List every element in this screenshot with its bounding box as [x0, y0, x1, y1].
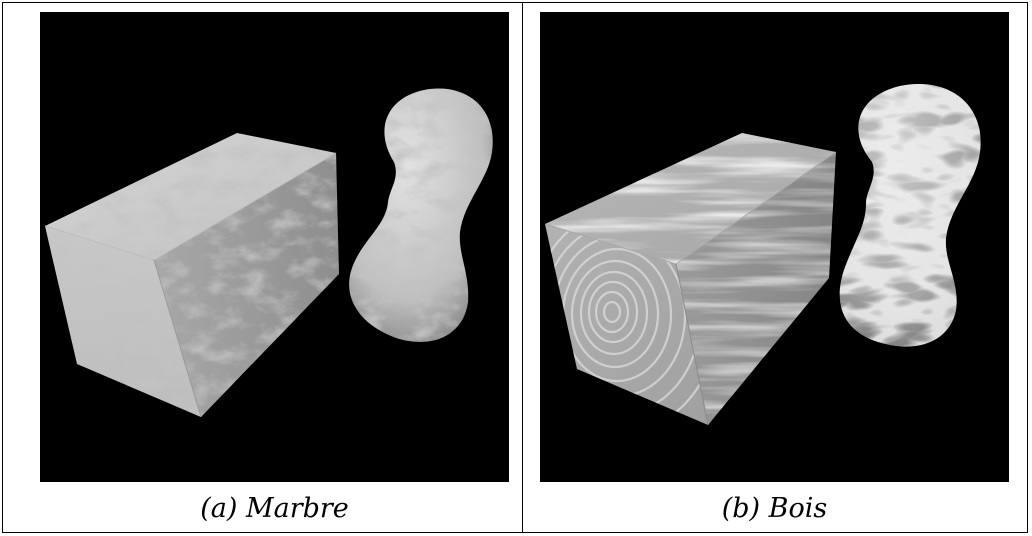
marble-box — [44, 133, 339, 418]
render-panel-wood — [540, 12, 1009, 482]
wood-scene — [540, 12, 1009, 482]
panel-divider — [522, 2, 523, 533]
render-panel-marble — [40, 12, 509, 482]
marble-scene — [40, 12, 509, 482]
caption-wood: (b) Bois — [721, 493, 828, 524]
caption-marble: (a) Marbre — [200, 493, 349, 524]
